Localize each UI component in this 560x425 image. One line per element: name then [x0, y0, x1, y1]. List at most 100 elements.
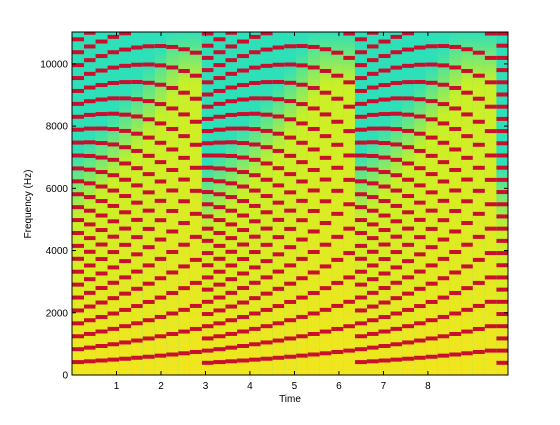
- harmonic-peak: [225, 58, 238, 63]
- harmonic-peak: [201, 141, 214, 146]
- harmonic-peak: [201, 312, 214, 317]
- harmonic-peak: [131, 200, 143, 205]
- harmonic-peak: [331, 73, 344, 78]
- harmonic-peak: [249, 111, 261, 116]
- harmonic-peak: [461, 134, 473, 139]
- harmonic-peak: [166, 290, 179, 295]
- harmonic-peak: [213, 50, 226, 55]
- harmonic-peak: [402, 307, 415, 312]
- harmonic-peak: [249, 342, 261, 347]
- harmonic-peak: [472, 165, 485, 170]
- harmonic-peak: [437, 140, 450, 145]
- harmonic-peak: [414, 269, 426, 274]
- harmonic-peak: [284, 135, 297, 140]
- harmonic-peak: [213, 347, 226, 352]
- harmonic-peak: [354, 76, 367, 81]
- y-tick-label: 10000: [40, 59, 68, 70]
- harmonic-peak: [166, 126, 179, 131]
- harmonic-peak: [496, 92, 508, 97]
- segment-noise: [390, 32, 403, 375]
- harmonic-peak: [366, 85, 379, 90]
- harmonic-peak: [437, 82, 450, 87]
- harmonic-peak: [213, 63, 226, 68]
- harmonic-peak: [201, 116, 214, 121]
- x-tick-label: 1: [114, 381, 120, 392]
- harmonic-peak: [237, 97, 250, 102]
- harmonic-peak: [201, 153, 214, 158]
- harmonic-peak: [142, 117, 155, 122]
- harmonic-peak: [166, 106, 179, 111]
- harmonic-peak: [201, 202, 214, 207]
- harmonic-peak: [284, 245, 297, 250]
- harmonic-peak: [107, 96, 120, 101]
- harmonic-peak: [366, 345, 379, 350]
- harmonic-peak: [225, 263, 238, 268]
- harmonic-peak: [390, 80, 403, 85]
- harmonic-peak: [496, 263, 508, 268]
- harmonic-peak: [178, 90, 190, 95]
- harmonic-peak: [496, 190, 508, 195]
- segment-noise: [166, 32, 179, 375]
- harmonic-peak: [390, 111, 403, 116]
- harmonic-peak: [343, 324, 355, 329]
- harmonic-peak: [213, 114, 226, 119]
- harmonic-peak: [284, 117, 297, 122]
- harmonic-peak: [414, 183, 426, 188]
- harmonic-peak: [72, 218, 85, 223]
- harmonic-peak: [107, 296, 120, 301]
- harmonic-peak: [343, 32, 355, 36]
- harmonic-peak: [189, 280, 202, 285]
- harmonic-peak: [249, 65, 261, 70]
- harmonic-peak: [154, 237, 167, 242]
- harmonic-peak: [354, 127, 367, 132]
- harmonic-peak: [366, 318, 379, 323]
- y-axis: 0 2000 4000 6000 8000 10000: [40, 59, 508, 382]
- harmonic-peak: [366, 304, 379, 309]
- harmonic-peak: [119, 194, 132, 199]
- harmonic-peak: [201, 275, 214, 280]
- harmonic-peak: [201, 324, 214, 329]
- harmonic-peak: [390, 296, 403, 301]
- harmonic-peak: [249, 142, 261, 147]
- harmonic-peak: [154, 82, 167, 87]
- harmonic-peak: [496, 80, 508, 85]
- harmonic-peak: [366, 236, 379, 241]
- harmonic-peak: [95, 315, 108, 320]
- harmonic-peak: [84, 58, 96, 63]
- harmonic-peak: [378, 39, 391, 44]
- harmonic-peak: [425, 336, 438, 341]
- harmonic-peak: [225, 318, 238, 323]
- harmonic-peak: [260, 112, 273, 117]
- harmonic-peak: [189, 303, 202, 308]
- harmonic-peak: [72, 282, 85, 287]
- harmonic-peak: [95, 286, 108, 291]
- harmonic-peak: [225, 44, 238, 49]
- harmonic-peak: [296, 256, 308, 261]
- harmonic-peak: [331, 326, 344, 331]
- harmonic-peak: [437, 314, 450, 319]
- segment-noise: [437, 32, 450, 375]
- harmonic-peak: [284, 62, 297, 67]
- y-tick-label: 2000: [46, 308, 69, 319]
- harmonic-peak: [107, 188, 120, 193]
- harmonic-peak: [72, 101, 85, 106]
- harmonic-peak: [366, 126, 379, 131]
- harmonic-peak: [414, 252, 426, 257]
- harmonic-peak: [72, 205, 85, 210]
- harmonic-peak: [484, 348, 497, 353]
- harmonic-peak: [166, 147, 179, 152]
- harmonic-peak: [213, 140, 226, 145]
- harmonic-peak: [107, 157, 120, 162]
- harmonic-peak: [154, 102, 167, 107]
- harmonic-peak: [366, 331, 379, 336]
- harmonic-peak: [95, 126, 108, 131]
- harmonic-peak: [390, 250, 403, 255]
- harmonic-peak: [249, 250, 261, 255]
- harmonic-peak: [284, 281, 297, 286]
- harmonic-peak: [84, 85, 96, 90]
- harmonic-peak: [166, 167, 179, 172]
- time-segment: [484, 32, 497, 375]
- harmonic-peak: [260, 96, 273, 101]
- harmonic-peak: [131, 235, 143, 240]
- harmonic-peak: [390, 50, 403, 55]
